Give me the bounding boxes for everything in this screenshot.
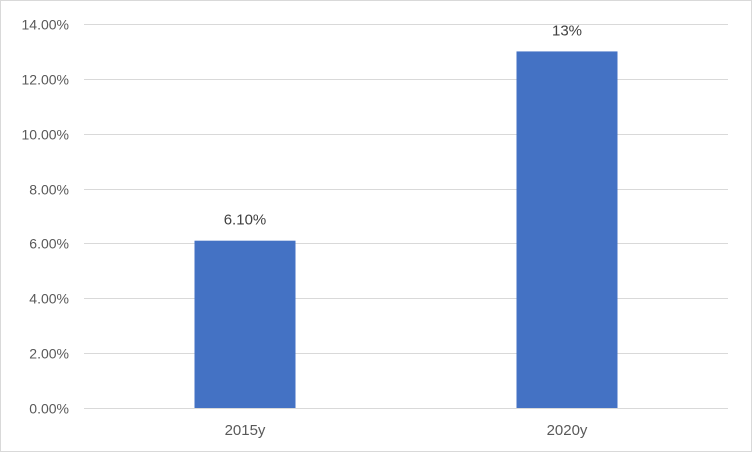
y-tick-label: 12.00%: [22, 72, 69, 88]
y-tick-label: 6.00%: [29, 236, 69, 252]
bars: [194, 51, 618, 409]
y-tick-label: 14.00%: [22, 17, 69, 33]
y-tick-label: 4.00%: [29, 291, 69, 307]
y-tick-label: 8.00%: [29, 182, 69, 198]
bar-2020y: [516, 51, 618, 409]
data-labels: 6.10% 13%: [224, 22, 582, 228]
gridlines: [84, 24, 728, 409]
y-tick-label: 10.00%: [22, 127, 69, 143]
data-label: 13%: [552, 22, 582, 39]
y-axis-tick-labels: 0.00% 2.00% 4.00% 6.00% 8.00% 10.00% 12.00% 14.…: [22, 17, 69, 417]
x-category-label: 2015y: [225, 422, 266, 439]
bar-2015y: [194, 240, 296, 408]
y-tick-label: 0.00%: [29, 401, 69, 417]
data-label: 6.10%: [224, 212, 267, 229]
x-category-label: 2020y: [547, 422, 588, 439]
x-axis-category-labels: 2015y 2020y: [225, 422, 588, 439]
y-tick-label: 2.00%: [29, 346, 69, 362]
